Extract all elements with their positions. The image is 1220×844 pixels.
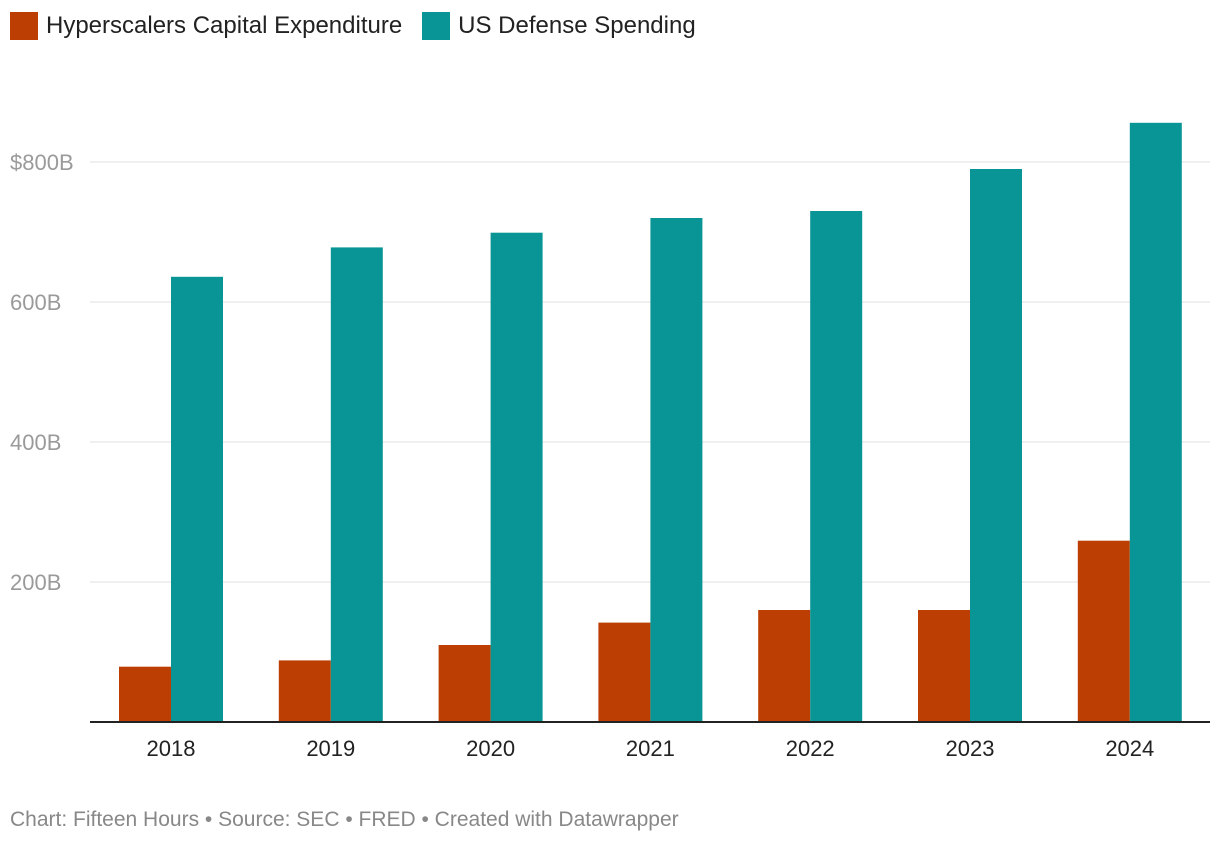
gridlines: 200B 400B 600B $800B [10, 150, 1210, 595]
y-tick-label: 400B [10, 430, 61, 455]
x-tick-label: 2018 [147, 736, 196, 761]
x-tick-label: 2022 [786, 736, 835, 761]
axes: 2018 2019 2020 2021 2022 2023 2024 [90, 721, 1210, 761]
y-tick-label: 200B [10, 570, 61, 595]
bar-capex-2020 [438, 645, 491, 722]
bar-capex-2023 [918, 610, 970, 722]
chart-footer: Chart: Fifteen Hours • Source: SEC • FRE… [10, 808, 679, 831]
x-tick-label: 2020 [466, 736, 515, 761]
y-tick-label: 600B [10, 290, 61, 315]
bar-capex-2021 [598, 622, 651, 722]
legend-swatch-defense [422, 12, 451, 40]
legend-item-hyperscalers: Hyperscalers Capital Expenditure [10, 12, 402, 40]
bar-capex-2018 [119, 666, 171, 722]
x-tick-label: 2021 [626, 736, 675, 761]
x-tick-label: 2024 [1105, 736, 1154, 761]
bar-defense-2022 [810, 211, 863, 722]
y-tick-label: $800B [10, 150, 74, 175]
bar-defense-2023 [970, 169, 1022, 722]
legend-swatch-hyperscalers [10, 12, 38, 40]
bar-capex-2022 [758, 610, 811, 722]
bar-defense-2024 [1129, 122, 1182, 723]
bars [119, 122, 1182, 723]
x-tick-label: 2023 [946, 736, 995, 761]
bar-defense-2021 [650, 218, 703, 722]
x-tick-label: 2019 [306, 736, 355, 761]
legend-label-hyperscalers: Hyperscalers Capital Expenditure [46, 12, 403, 39]
bar-defense-2019 [330, 247, 383, 722]
bar-capex-2019 [278, 660, 331, 722]
bar-defense-2020 [490, 232, 543, 722]
bar-defense-2018 [171, 276, 223, 722]
legend-label-defense: US Defense Spending [458, 12, 696, 39]
chart-legend: Hyperscalers Capital Expenditure US Defe… [10, 12, 696, 40]
legend-item-defense: US Defense Spending [422, 12, 696, 40]
bar-capex-2024 [1077, 540, 1130, 722]
